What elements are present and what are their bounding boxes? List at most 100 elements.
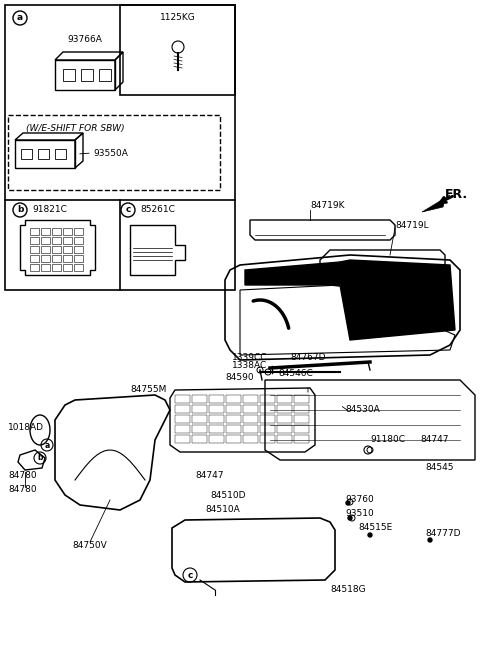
Bar <box>175 395 190 403</box>
Text: 84747: 84747 <box>420 436 448 445</box>
Bar <box>243 425 258 433</box>
Text: 84719K: 84719K <box>310 200 345 209</box>
Bar <box>52 237 61 244</box>
Bar <box>41 255 50 262</box>
Text: 91821C: 91821C <box>32 205 67 214</box>
Text: FR.: FR. <box>445 187 468 200</box>
Text: 84546C: 84546C <box>278 369 313 378</box>
Bar <box>260 415 275 423</box>
Bar <box>260 435 275 443</box>
Bar <box>243 415 258 423</box>
Text: 84545: 84545 <box>425 463 454 473</box>
Bar <box>209 415 224 423</box>
Text: 1125KG: 1125KG <box>160 12 196 21</box>
Bar <box>277 435 292 443</box>
Bar <box>52 264 61 271</box>
Bar <box>175 435 190 443</box>
Bar <box>74 228 83 235</box>
Text: 93550A: 93550A <box>93 148 128 157</box>
Bar <box>260 395 275 403</box>
Bar <box>192 405 207 413</box>
Text: a: a <box>17 14 23 23</box>
Text: 84515E: 84515E <box>358 523 392 532</box>
Text: 84747: 84747 <box>195 471 224 480</box>
Bar <box>30 228 39 235</box>
Bar <box>294 415 309 423</box>
Circle shape <box>346 501 350 505</box>
Text: 84780: 84780 <box>8 471 36 480</box>
Bar <box>63 237 72 244</box>
Bar <box>192 415 207 423</box>
Text: a: a <box>44 441 49 450</box>
Bar <box>277 415 292 423</box>
Bar <box>192 425 207 433</box>
Text: 84777D: 84777D <box>425 528 460 538</box>
Text: c: c <box>187 571 192 580</box>
Polygon shape <box>245 262 340 285</box>
Text: b: b <box>37 454 43 463</box>
Text: 84750V: 84750V <box>72 541 108 549</box>
Text: 91180C: 91180C <box>370 436 405 445</box>
Bar <box>74 246 83 253</box>
Bar <box>30 237 39 244</box>
Bar <box>41 237 50 244</box>
Bar <box>63 255 72 262</box>
Bar <box>277 405 292 413</box>
Text: 84510D: 84510D <box>210 491 245 499</box>
Text: 1018AD: 1018AD <box>8 424 44 432</box>
Bar <box>99 69 111 81</box>
Bar <box>243 395 258 403</box>
Bar <box>277 425 292 433</box>
Bar <box>120 5 235 95</box>
Bar <box>30 264 39 271</box>
Bar <box>81 69 93 81</box>
Bar <box>226 415 241 423</box>
Text: 85261C: 85261C <box>140 205 175 214</box>
Text: 84767D: 84767D <box>290 354 325 363</box>
Text: 84780: 84780 <box>8 486 36 495</box>
Bar <box>243 405 258 413</box>
Text: (W/E-SHIFT FOR SBW): (W/E-SHIFT FOR SBW) <box>26 124 124 133</box>
Bar <box>175 425 190 433</box>
Text: 84518G: 84518G <box>330 586 366 595</box>
Bar <box>209 435 224 443</box>
Bar <box>52 228 61 235</box>
Bar <box>294 395 309 403</box>
Text: 93760: 93760 <box>345 495 374 504</box>
Text: b: b <box>17 205 23 214</box>
Bar <box>209 405 224 413</box>
Bar <box>74 237 83 244</box>
Bar <box>294 435 309 443</box>
Bar <box>175 405 190 413</box>
Text: 84510A: 84510A <box>205 506 240 515</box>
Text: 84530A: 84530A <box>345 406 380 415</box>
Bar <box>52 246 61 253</box>
Bar <box>41 228 50 235</box>
Bar <box>226 405 241 413</box>
Bar <box>41 264 50 271</box>
Text: 1338AC: 1338AC <box>232 361 267 369</box>
Circle shape <box>348 516 352 520</box>
Bar <box>63 264 72 271</box>
Bar <box>226 395 241 403</box>
Bar <box>294 405 309 413</box>
Bar <box>226 435 241 443</box>
Bar <box>38 149 49 159</box>
Text: 93766A: 93766A <box>68 36 102 44</box>
Circle shape <box>428 538 432 542</box>
Polygon shape <box>340 260 455 340</box>
Bar <box>63 246 72 253</box>
Bar <box>74 264 83 271</box>
Circle shape <box>368 533 372 537</box>
Bar <box>63 69 75 81</box>
Bar <box>30 255 39 262</box>
Bar <box>21 149 32 159</box>
Bar <box>74 255 83 262</box>
Bar <box>209 425 224 433</box>
Text: 93510: 93510 <box>345 508 374 517</box>
Bar <box>192 395 207 403</box>
Text: 1339CC: 1339CC <box>232 354 267 363</box>
Text: c: c <box>125 205 131 214</box>
Bar <box>277 395 292 403</box>
Text: 84590: 84590 <box>226 374 254 382</box>
